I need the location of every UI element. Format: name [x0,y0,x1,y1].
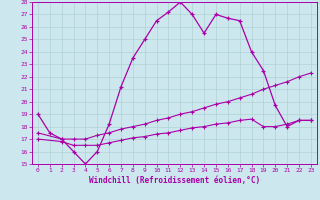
X-axis label: Windchill (Refroidissement éolien,°C): Windchill (Refroidissement éolien,°C) [89,176,260,185]
